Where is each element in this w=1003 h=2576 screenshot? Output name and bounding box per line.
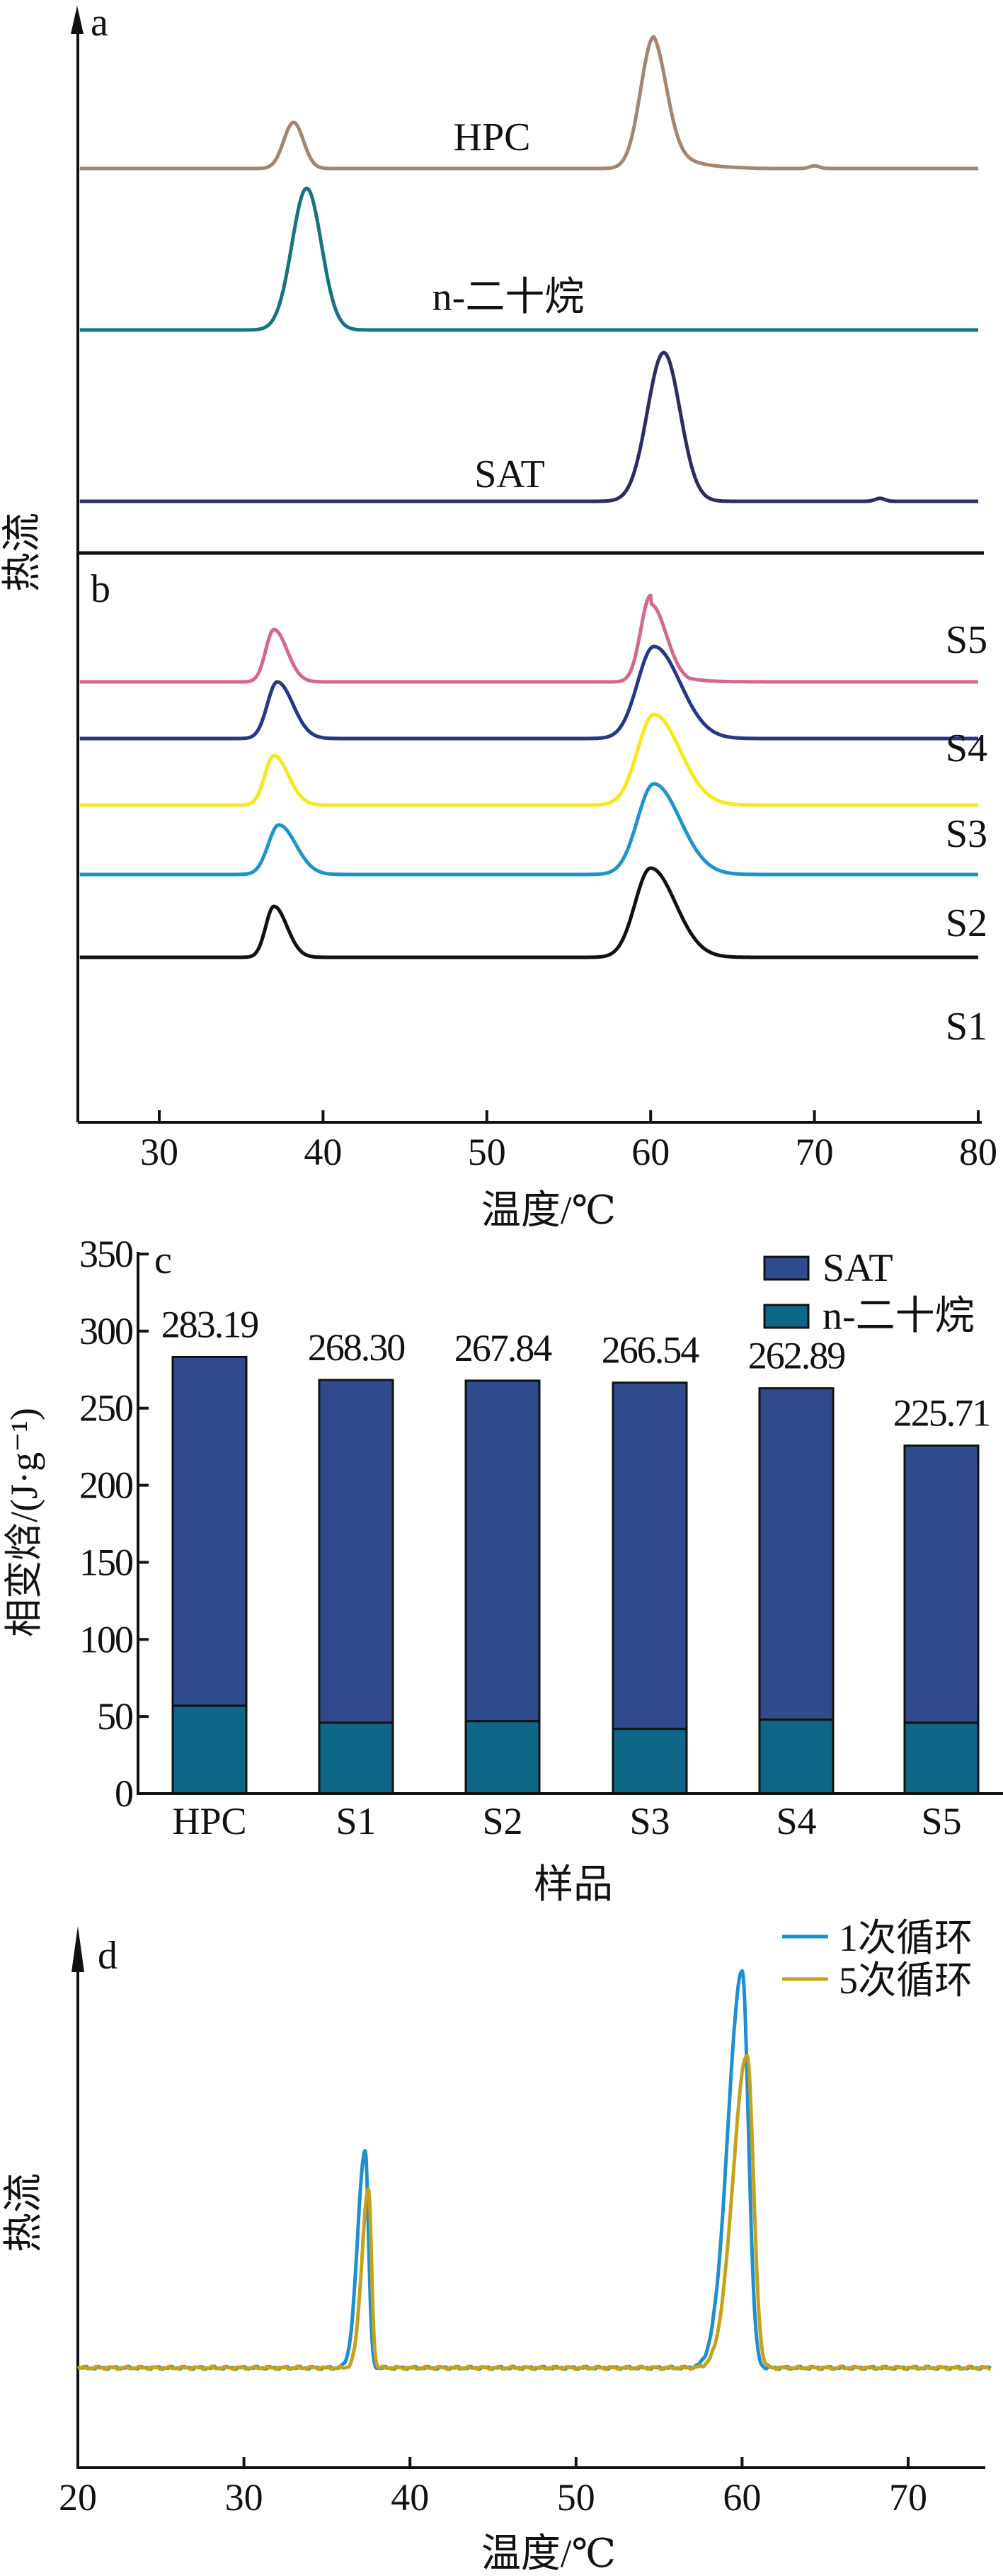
panel-label-d: d (98, 1934, 118, 1978)
bar-S1-eicosane (318, 1721, 394, 1795)
data-label: 268.30 (308, 1326, 405, 1369)
x-tick-label: S3 (629, 1800, 670, 1842)
x-tick-label: 30 (225, 2476, 263, 2519)
legend-swatch (763, 1304, 810, 1329)
series-line-S4 (79, 644, 980, 741)
y-tick-label: 350 (79, 1233, 132, 1275)
series-label: S3 (946, 812, 987, 856)
data-label: 267.84 (454, 1327, 553, 1369)
y-axis-arrow-icon (71, 1926, 84, 1972)
bar-S5-eicosane (903, 1721, 980, 1795)
x-tick-label: S5 (921, 1800, 961, 1842)
bar-S5-sat (903, 1444, 980, 1724)
y-tick-label: 150 (79, 1541, 132, 1583)
bar-HPC-eicosane (171, 1704, 248, 1795)
x-axis-title: 温度/℃ (481, 1189, 616, 1233)
x-tick-label: 50 (468, 1131, 506, 1173)
x-tick-label: 70 (889, 2476, 927, 2519)
bar-S1-sat (318, 1379, 394, 1724)
series-line-1 (79, 35, 980, 171)
x-tick-label: S4 (776, 1800, 816, 1842)
x-tick-label: 30 (140, 1131, 178, 1173)
panel-label-a: a (91, 1, 108, 45)
panel-c: c 283.19 HPC 268.30 S1 267.84 S2 266.54 S3 262.8… (3, 1233, 1003, 1907)
series-label: S5 (946, 618, 987, 662)
legend-label: n-二十烷 (823, 1294, 975, 1338)
x-tick-label: 20 (59, 2476, 97, 2519)
data-label: 283.19 (161, 1303, 258, 1345)
x-tick-label: 60 (723, 2476, 761, 2519)
series-line-2 (76, 2053, 992, 2371)
x-tick-label: 40 (391, 2476, 429, 2519)
y-axis-title: 热流 (2, 2173, 46, 2252)
x-axis-title: 样品 (534, 1863, 613, 1907)
panel-label-c: c (154, 1238, 172, 1282)
bar-S2-sat (464, 1379, 541, 1723)
series-line-3 (79, 351, 980, 503)
y-axis-arrow-icon (71, 6, 84, 34)
bar-HPC-sat (171, 1355, 248, 1707)
series-label: HPC (454, 115, 531, 159)
bar-S4-eicosane (758, 1718, 835, 1795)
bar-S2-eicosane (464, 1720, 541, 1795)
legend-label: SAT (823, 1246, 893, 1290)
bar-S4-sat (758, 1387, 835, 1721)
x-tick-label: 80 (959, 1131, 997, 1173)
panel-a: a HPC n-二十烷 SAT (71, 1, 984, 1122)
panel-label-b: b (91, 567, 110, 611)
y-tick-label: 200 (79, 1464, 132, 1507)
series-line-1 (76, 1969, 992, 2371)
bar-S3-eicosane (612, 1728, 688, 1795)
legend-label: 5次循环 (839, 1959, 973, 2002)
series-label: S2 (946, 901, 987, 945)
bar-S3-sat (612, 1381, 688, 1731)
series-label: S4 (946, 726, 987, 770)
panel-b: b S5 S4 S3 S2 S1 30 40 50 60 70 80 温度/℃ 热流 (1, 513, 997, 1233)
series-label: S1 (946, 1005, 987, 1049)
series-line-S3 (79, 712, 980, 807)
x-tick-label: HPC (172, 1800, 246, 1842)
x-tick-label: 50 (557, 2476, 595, 2519)
x-tick-label: 70 (796, 1131, 834, 1173)
legend-swatch (763, 1255, 810, 1281)
series-label: n-二十烷 (432, 275, 585, 319)
series-line-S5 (79, 593, 980, 684)
y-axis-title: 热流 (1, 513, 45, 592)
x-axis-title: 温度/℃ (481, 2532, 616, 2576)
series-line-S2 (79, 782, 980, 877)
series-line-2 (79, 186, 980, 332)
y-axis-title: 相变焓/(J·g⁻¹) (3, 1408, 45, 1637)
y-tick-label: 0 (115, 1772, 132, 1815)
x-tick-label: 40 (304, 1131, 342, 1173)
legend-label: 1次循环 (839, 1917, 973, 1959)
x-tick-label: S2 (482, 1800, 522, 1842)
x-tick-label: S1 (336, 1800, 376, 1842)
data-label: 225.71 (893, 1392, 990, 1435)
data-label: 266.54 (602, 1329, 700, 1372)
series-line-S1 (79, 866, 980, 959)
y-tick-label: 250 (79, 1387, 132, 1430)
series-label: SAT (474, 452, 545, 496)
y-tick-label: 100 (79, 1618, 132, 1660)
y-tick-label: 50 (97, 1695, 132, 1738)
data-label: 262.89 (748, 1335, 845, 1377)
y-tick-label: 300 (79, 1310, 132, 1352)
x-tick-label: 60 (631, 1131, 670, 1173)
